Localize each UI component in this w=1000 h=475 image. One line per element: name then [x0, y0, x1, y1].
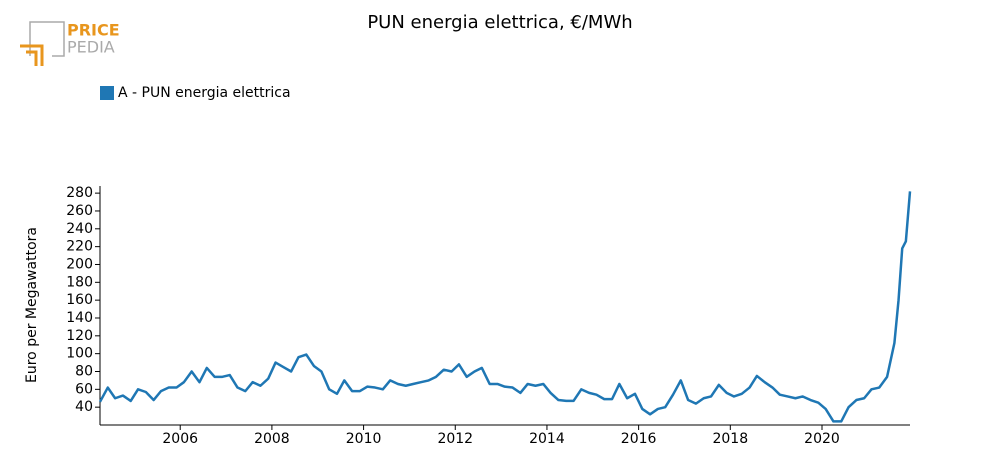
- x-tick-label: 2006: [162, 431, 198, 447]
- y-tick-label: 60: [75, 381, 93, 397]
- y-tick-label: 180: [66, 274, 93, 290]
- logo-bottom: PEDIA: [67, 38, 115, 57]
- y-tick-label: 140: [66, 310, 93, 326]
- y-axis-label: Euro per Megawattora: [24, 227, 40, 383]
- x-tick-label: 2018: [712, 431, 748, 447]
- x-tick-label: 2020: [804, 431, 840, 447]
- chart-title: PUN energia elettrica, €/MWh: [367, 12, 632, 33]
- y-tick-label: 220: [66, 239, 93, 255]
- legend-swatch: [100, 86, 114, 100]
- logo-top: PRICE: [67, 21, 120, 40]
- logo-mark: [20, 44, 44, 66]
- y-tick-label: 240: [66, 221, 93, 237]
- y-tick-label: 80: [75, 363, 93, 379]
- data-line: [98, 191, 912, 423]
- x-tick-label: 2008: [254, 431, 290, 447]
- legend-label: A - PUN energia elettrica: [118, 85, 291, 101]
- y-tick-label: 120: [66, 328, 93, 344]
- x-tick-label: 2012: [437, 431, 473, 447]
- y-tick-label: 160: [66, 292, 93, 308]
- y-tick-label: 200: [66, 256, 93, 272]
- x-tick-label: 2016: [621, 431, 657, 447]
- y-tick-label: 40: [75, 399, 93, 415]
- y-tick-label: 280: [66, 185, 93, 201]
- y-tick-label: 100: [66, 346, 93, 362]
- x-tick-label: 2010: [346, 431, 382, 447]
- x-tick-label: 2014: [529, 431, 565, 447]
- y-tick-label: 260: [66, 203, 93, 219]
- logo-frame: [29, 21, 65, 57]
- logo: PRICE PEDIA: [20, 21, 120, 66]
